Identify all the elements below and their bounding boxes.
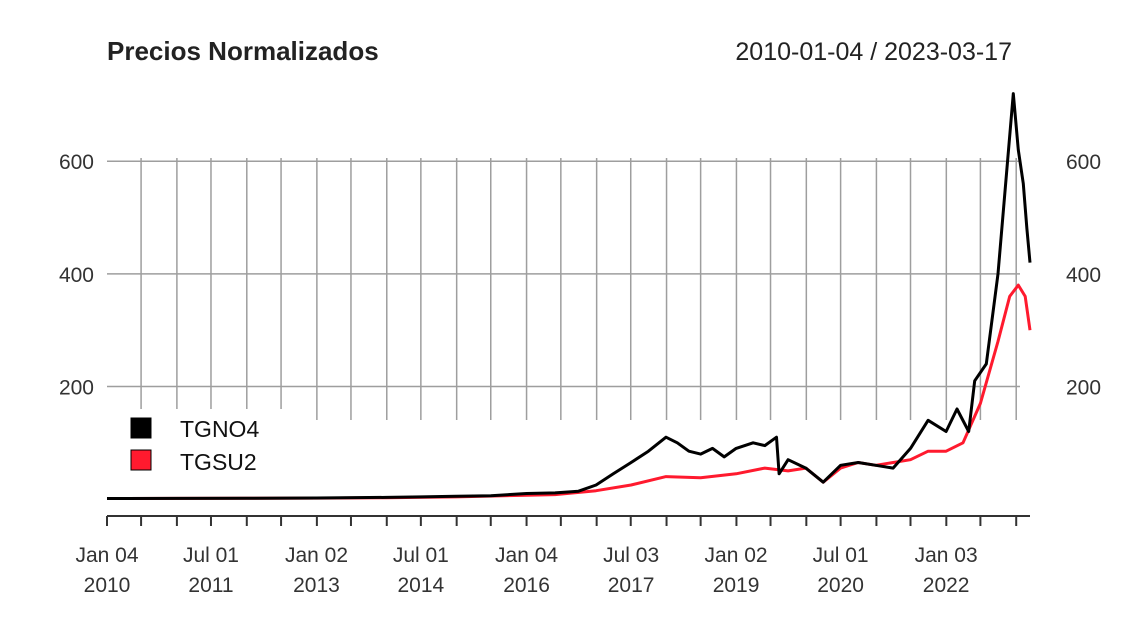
- x-tick-label-year: 2017: [608, 574, 655, 597]
- legend: TGNO4 TGSU2: [125, 409, 290, 481]
- y-tick-label-left: 200: [59, 376, 94, 399]
- y-tick-label-right: 600: [1066, 151, 1101, 174]
- x-tick-label: Jan 04: [495, 544, 558, 567]
- y-tick-label-left: 600: [59, 151, 94, 174]
- x-tick-label: Jul 01: [813, 544, 869, 567]
- legend-label-tgsu2: TGSU2: [180, 449, 257, 475]
- x-tick-label-year: 2022: [923, 574, 970, 597]
- grid: 200 200 400 400 600 600: [59, 151, 1101, 420]
- x-tick-label: Jan 03: [915, 544, 978, 567]
- x-tick-label-year: 2010: [84, 574, 131, 597]
- x-tick-label: Jul 01: [183, 544, 239, 567]
- legend-swatch-tgno4: [130, 417, 152, 439]
- x-tick-label-year: 2011: [188, 574, 233, 597]
- series-lines: [106, 92, 1032, 500]
- chart-title: Precios Normalizados: [107, 36, 379, 66]
- date-range-label: 2010-01-04 / 2023-03-17: [735, 38, 1012, 66]
- y-tick-label-right: 400: [1066, 264, 1101, 287]
- y-tick-label-right: 200: [1066, 376, 1101, 399]
- y-tick-label-left: 400: [59, 264, 94, 287]
- legend-label-tgno4: TGNO4: [180, 416, 259, 442]
- series-line-tgno4: [106, 92, 1032, 500]
- x-tick-label: Jul 03: [603, 544, 659, 567]
- x-tick-label: Jan 04: [75, 544, 138, 567]
- x-tick-label-year: 2016: [503, 574, 550, 597]
- x-tick-label: Jul 01: [393, 544, 449, 567]
- x-tick-label: Jan 02: [705, 544, 768, 567]
- x-tick-label-year: 2019: [713, 574, 760, 597]
- legend-background: [125, 409, 290, 481]
- x-tick-label-year: 2020: [817, 574, 864, 597]
- x-tick-label-year: 2014: [397, 574, 444, 597]
- legend-swatch-tgsu2: [130, 449, 152, 471]
- x-axis: Jan 04 2010 Jul 01 2011 Jan 02 2013 Jul 01 2014…: [75, 515, 1030, 597]
- x-tick-label: Jan 02: [285, 544, 348, 567]
- x-tick-label-year: 2013: [293, 574, 340, 597]
